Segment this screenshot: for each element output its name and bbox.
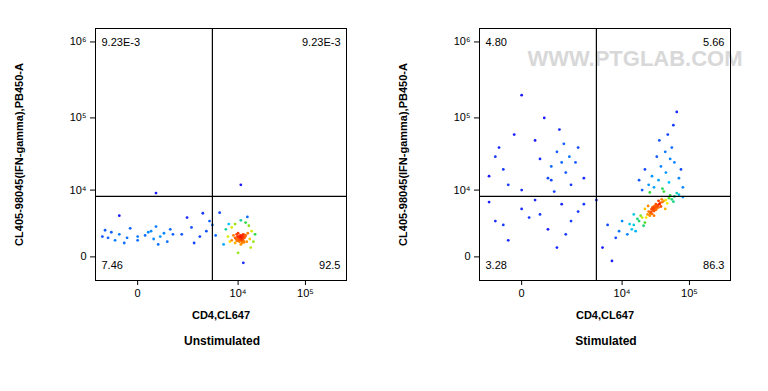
svg-text:10⁴: 10⁴ <box>614 287 631 299</box>
html-text:Stimulated: Stimulated <box>575 334 637 348</box>
svg-text:0: 0 <box>80 250 86 262</box>
svg-text:10⁶: 10⁶ <box>454 35 471 47</box>
svg-text:10⁴: 10⁴ <box>230 287 247 299</box>
html-text:Unstimulated: Unstimulated <box>184 334 260 348</box>
svg-text:CD4,CL647: CD4,CL647 <box>576 309 634 321</box>
svg-text:10⁵: 10⁵ <box>297 287 314 299</box>
svg-text:86.3: 86.3 <box>703 259 724 271</box>
svg-text:7.46: 7.46 <box>102 259 123 271</box>
svg-text:10⁴: 10⁴ <box>454 184 471 196</box>
svg-text:10⁵: 10⁵ <box>454 111 471 123</box>
svg-text:92.5: 92.5 <box>319 259 340 271</box>
svg-text:0: 0 <box>464 250 470 262</box>
svg-text:9.23E-3: 9.23E-3 <box>102 36 141 48</box>
svg-text:4.80: 4.80 <box>486 36 507 48</box>
svg-text:5.66: 5.66 <box>703 36 724 48</box>
svg-text:CD4,CL647: CD4,CL647 <box>192 309 250 321</box>
svg-text:WWW.PTGLAB.COM: WWW.PTGLAB.COM <box>527 46 742 71</box>
svg-text:10⁵: 10⁵ <box>70 111 87 123</box>
svg-text:9.23E-3: 9.23E-3 <box>302 36 341 48</box>
svg-text:10⁴: 10⁴ <box>70 184 87 196</box>
svg-text:10⁵: 10⁵ <box>681 287 698 299</box>
svg-text:0: 0 <box>519 287 525 299</box>
svg-text:3.28: 3.28 <box>486 259 507 271</box>
svg-text:CL405-98045(IFN-gamma),PB450-A: CL405-98045(IFN-gamma),PB450-A <box>13 63 25 246</box>
svg-text:0: 0 <box>135 287 141 299</box>
svg-text:10⁶: 10⁶ <box>70 35 87 47</box>
svg-text:CL405-98045(IFN-gamma),PB450-A: CL405-98045(IFN-gamma),PB450-A <box>397 63 409 246</box>
